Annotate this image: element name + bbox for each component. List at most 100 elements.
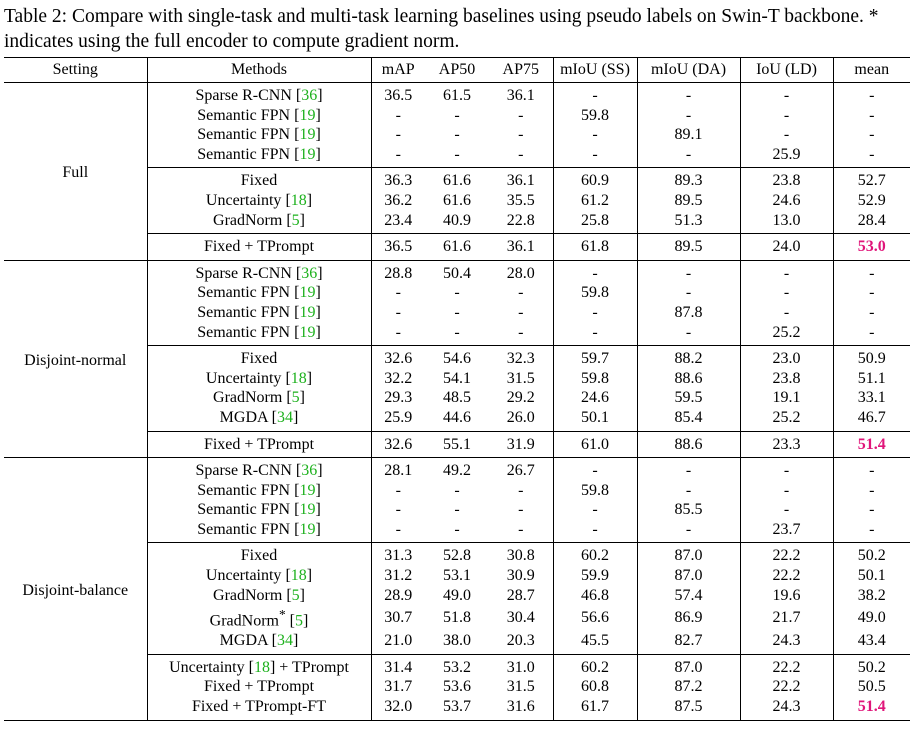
- method-cell: Uncertainty [18]: [146, 368, 371, 389]
- cell-ap50: 54.6: [425, 345, 489, 369]
- cell-iou-ld: 22.2: [739, 677, 833, 697]
- citation-link[interactable]: 19: [299, 106, 316, 124]
- cell-ap50: 48.5: [443, 389, 471, 407]
- cell-miou-ss: 46.8: [552, 585, 637, 606]
- citation-link[interactable]: 34: [277, 408, 293, 426]
- method-name: GradNorm: [213, 211, 283, 229]
- cell-mean: 38.2: [832, 585, 910, 606]
- cell-ap50: 51.8: [443, 609, 471, 627]
- cell-map: 36.5: [370, 81, 425, 106]
- header-ap75: AP75: [502, 61, 539, 78]
- citation-link[interactable]: 36: [301, 462, 318, 480]
- cell-miou-ss: 24.6: [552, 388, 637, 408]
- asterisk-mark: *: [278, 607, 286, 623]
- cell-mean: 52.9: [832, 190, 910, 211]
- citation-link[interactable]: 36: [301, 264, 318, 282]
- method-cell: Fixed: [146, 167, 371, 191]
- citation-link[interactable]: 19: [299, 126, 316, 144]
- table-row: GradNorm [5] 23.4 40.9 22.8 25.8 51.3 13.0 28.4: [4, 210, 910, 234]
- citation-link[interactable]: 19: [299, 501, 316, 519]
- cell-ap50: 61.6: [425, 233, 489, 261]
- cell-ap75: 36.1: [489, 167, 553, 191]
- table-caption: Table 2: Compare with single-task and mu…: [4, 6, 879, 52]
- cell-ap50: 53.7: [443, 697, 471, 715]
- cell-ap50: 49.2: [425, 457, 489, 481]
- citation-link[interactable]: 19: [299, 284, 316, 302]
- cell-mean: -: [832, 457, 910, 481]
- citation-link[interactable]: 19: [299, 520, 316, 538]
- cell-ap50: 61.6: [443, 191, 471, 209]
- citation-link[interactable]: 5: [291, 389, 300, 407]
- method-cell: Fixed + TPrompt: [146, 430, 371, 458]
- cell-iou-ld: 24.3: [739, 696, 833, 721]
- method-cell: Uncertainty [18]: [146, 566, 371, 586]
- citation-link[interactable]: 18: [290, 191, 307, 209]
- cell-mean: 50.5: [832, 677, 910, 697]
- method-cell: Uncertainty [18]: [146, 190, 371, 211]
- method-cell: Fixed + TPrompt-FT: [146, 696, 371, 721]
- setting-label: Disjoint-balance: [22, 581, 129, 599]
- cell-map: -: [370, 480, 425, 501]
- setting-block: Disjoint-normal Sparse R-CNN [36] 28.8 50.4…: [4, 259, 910, 458]
- citation-link[interactable]: 5: [294, 612, 303, 630]
- cell-ap75: 28.7: [506, 586, 535, 604]
- citation-link[interactable]: 19: [299, 303, 316, 321]
- method-name: Semantic FPN: [197, 284, 291, 302]
- cell-miou-da: -: [636, 480, 740, 501]
- citation-link[interactable]: 18: [290, 567, 307, 585]
- table-row: Fixed + TPrompt 31.7 53.6 31.5 60.8 87.2 22.2 5…: [4, 677, 910, 697]
- citation-link[interactable]: 19: [299, 323, 316, 341]
- cell-iou-ld: -: [739, 259, 833, 284]
- cell-map: 31.2: [370, 566, 425, 586]
- cell-miou-da: 89.3: [636, 167, 740, 191]
- header-miou-ss: mIoU (SS): [552, 57, 637, 83]
- method-cell: GradNorm [5]: [146, 585, 371, 606]
- cell-iou-ld: 23.8: [739, 368, 833, 389]
- method-name: Fixed + TPrompt: [203, 678, 315, 696]
- method-suffix: + TPrompt: [275, 658, 349, 676]
- citation-link[interactable]: 19: [299, 145, 316, 163]
- table-row: Fixed 32.6 54.6 32.3 59.7 88.2 23.0 50.9: [4, 345, 910, 369]
- cell-mean: 33.1: [832, 388, 910, 408]
- cell-iou-ld: 21.7: [739, 605, 833, 632]
- citation-link[interactable]: 34: [277, 632, 293, 650]
- cell-map: 36.5: [370, 233, 425, 261]
- table-row: Semantic FPN [19] - - - -85.5- -: [4, 500, 910, 520]
- cell-ap50: -: [454, 145, 460, 163]
- cell-miou-ss: 61.0: [552, 430, 637, 458]
- results-table: Setting Methods mAP AP50 AP75 mIoU (SS) …: [4, 57, 910, 721]
- cell-miou-ss: 60.9: [552, 167, 637, 191]
- cell-ap50: 53.6: [443, 678, 471, 696]
- setting-block: Disjoint-balance Sparse R-CNN [36] 28.1 49.…: [4, 457, 910, 721]
- cell-ap75: 26.7: [489, 457, 553, 481]
- cell-mean: -: [832, 519, 910, 543]
- citation-link[interactable]: 19: [299, 481, 316, 499]
- cell-ap50: 40.9: [443, 211, 471, 229]
- cell-ap50: 53.2: [425, 653, 489, 678]
- table-row: GradNorm [5] 29.3 48.5 29.2 24.6 59.5 19.1 33.1: [4, 388, 910, 408]
- citation-link[interactable]: 5: [291, 586, 300, 604]
- citation-link[interactable]: 36: [301, 87, 318, 104]
- table-row: Disjoint-normal Sparse R-CNN [36] 28.8 50.4…: [4, 259, 910, 369]
- cell-miou-da: 87.0: [636, 542, 740, 567]
- cell-ap50: -: [454, 323, 460, 341]
- citation-link[interactable]: 18: [253, 658, 270, 676]
- citation-link[interactable]: 5: [291, 211, 300, 229]
- table-row: Uncertainty [18] 36.2 61.6 35.5 61.2 89.5 24.6…: [4, 190, 910, 211]
- cell-iou-ld: 25.9: [739, 144, 833, 168]
- cell-mean: -: [832, 105, 910, 126]
- cell-map: 36.3: [370, 167, 425, 191]
- cell-miou-ss: -: [552, 125, 637, 145]
- cell-map: -: [370, 302, 425, 323]
- cell-iou-ld: -: [739, 480, 833, 501]
- cell-ap50: 54.1: [443, 369, 471, 387]
- method-name: Sparse R-CNN: [195, 462, 292, 480]
- cell-miou-ss: 60.8: [552, 677, 637, 697]
- cell-iou-ld: 23.0: [739, 345, 833, 369]
- method-cell: Fixed + TPrompt: [146, 233, 371, 261]
- citation-link[interactable]: 18: [290, 369, 307, 387]
- cell-ap75: 20.3: [506, 632, 535, 650]
- cell-mean: 50.2: [832, 542, 910, 567]
- cell-map: -: [370, 283, 425, 303]
- method-name: Sparse R-CNN: [195, 87, 292, 104]
